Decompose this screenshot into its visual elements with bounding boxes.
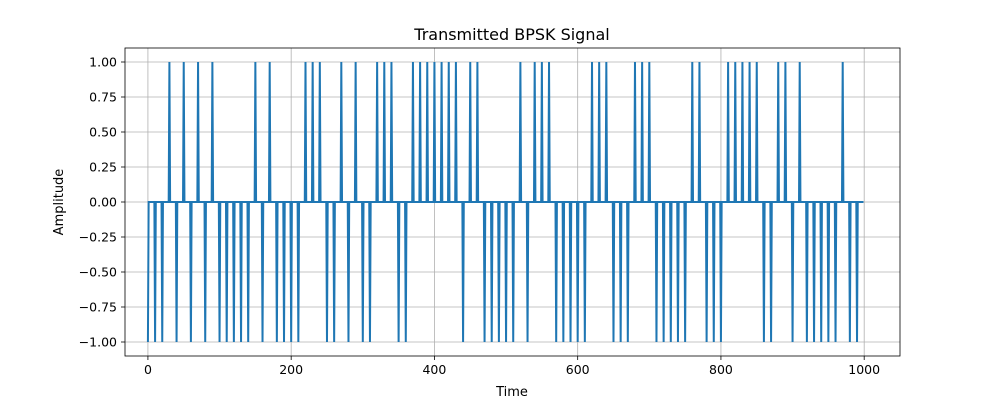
x-tick-label: 800 — [709, 362, 733, 377]
series-bpsk-signal — [146, 61, 864, 343]
y-tick-label: −0.75 — [79, 300, 117, 315]
x-tick-label: 0 — [144, 362, 152, 377]
chart-title: Transmitted BPSK Signal — [413, 25, 609, 44]
y-axis: −1.00 −0.75 −0.50 −0.25 0.00 0.25 0.50 0.75 1.00 — [79, 55, 125, 350]
x-tick-label: 400 — [422, 362, 446, 377]
x-tick-label: 200 — [279, 362, 303, 377]
y-tick-label: −0.50 — [79, 265, 117, 280]
y-tick-label: 0.00 — [89, 195, 117, 210]
y-tick-label: 0.50 — [89, 125, 117, 140]
y-tick-label: −0.25 — [79, 230, 117, 245]
x-tick-label: 600 — [566, 362, 590, 377]
y-tick-label: −1.00 — [79, 335, 117, 350]
y-tick-label: 1.00 — [89, 55, 117, 70]
x-axis: 0 200 400 600 800 1000 — [144, 356, 880, 377]
y-axis-label: Amplitude — [52, 169, 67, 236]
y-tick-label: 0.25 — [89, 160, 117, 175]
x-axis-label: Time — [495, 385, 528, 400]
x-tick-label: 1000 — [848, 362, 880, 377]
signal-line — [146, 61, 864, 343]
y-tick-label: 0.75 — [89, 90, 117, 105]
